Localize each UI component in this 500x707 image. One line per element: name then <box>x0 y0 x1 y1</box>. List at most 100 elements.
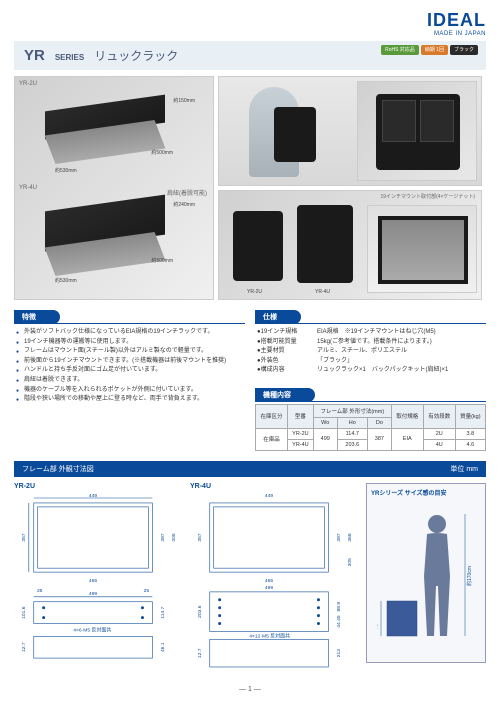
spec-k: ●外装色 <box>257 357 317 367</box>
svg-text:387: 387 <box>336 533 342 541</box>
svg-text:305: 305 <box>171 533 177 541</box>
spec-table: ●19インチ規格EIA規格 ※19インチマウントはねじ穴(M5) ●搭載可能質量… <box>255 324 486 380</box>
feature-item: フレームはマウント面(スチール製)以外はアルミ製なので軽量です。 <box>16 347 243 357</box>
spec-label: 仕様 <box>255 310 301 324</box>
svg-text:4×6·M5 反対面共: 4×6·M5 反対面共 <box>73 626 111 633</box>
features-label: 特徴 <box>14 310 60 324</box>
badge-black: ブラック <box>450 45 478 55</box>
photo-label-4u: YR-4U <box>19 185 37 191</box>
th: 取付規格 <box>391 404 423 428</box>
svg-text:449: 449 <box>89 493 97 499</box>
dim-2: 約500mm <box>151 149 173 156</box>
feature-item: ハンドルと持ち手反対面にゴム足が付いています。 <box>16 366 243 376</box>
size-guide-title: YRシリーズ サイズ感の目安 <box>371 488 481 497</box>
spec-k: ●19インチ規格 <box>257 328 317 338</box>
photo-bags-mounts: 19インチマウント取付部(4×ケージナット) YR-2U YR-4U <box>218 190 482 300</box>
td: 4U <box>423 439 455 450</box>
table-row: 在庫区分 型番 フレーム部 外形寸法(mm) 取付規格 有効段数 質量(kg) <box>256 404 486 417</box>
th: 型番 <box>287 404 313 428</box>
svg-text:213: 213 <box>336 649 342 657</box>
models-label: 機種内容 <box>255 388 315 402</box>
spec-v: リュックラック×1 バックパックキット(肩紐)×1 <box>317 366 448 376</box>
spec-v: 「ブラック」 <box>317 357 353 367</box>
dims-area: YR-2U <box>14 483 486 672</box>
dim-block-2u: YR-2U <box>14 483 182 672</box>
td: 4.6 <box>455 439 485 450</box>
spec-k: ●搭載可能質量 <box>257 338 317 348</box>
dim-title-4u: YR-4U <box>190 483 358 490</box>
svg-text:約170cm: 約170cm <box>466 566 473 586</box>
title-jp: リュックラック <box>94 47 178 64</box>
td: YR-2U <box>287 428 313 439</box>
svg-text:88.9: 88.9 <box>336 602 342 612</box>
table-row: 在庫品 YR-2U 499 114.7 387 EIA 2U 3.8 <box>256 428 486 439</box>
th: 有効段数 <box>423 404 455 428</box>
bag-a: YR-2U <box>247 289 262 295</box>
svg-text:25: 25 <box>37 588 43 594</box>
dim-1: 約150mm <box>173 97 195 104</box>
features-list: 外装がソフトバック仕様になっているEIA規格の19インチラックです。 19インチ… <box>14 324 245 409</box>
svg-text:101.6: 101.6 <box>21 606 27 619</box>
th: 質量(kg) <box>455 404 485 428</box>
svg-text:46.1: 46.1 <box>160 642 166 652</box>
th: Do <box>368 417 392 428</box>
dim-drawing-4u: 449 357 387 465 499 4×12·M5 反対面共 203.6 8… <box>190 492 358 672</box>
td: EIA <box>391 428 423 450</box>
th: 在庫区分 <box>256 404 288 428</box>
svg-text:465: 465 <box>89 578 97 584</box>
photo-note-strap: 肩紐(着脱可能) <box>167 188 207 197</box>
feature-item: 19インチ機器等の運搬等に使用します。 <box>16 338 243 348</box>
model-table: 在庫区分 型番 フレーム部 外形寸法(mm) 取付規格 有効段数 質量(kg) … <box>255 404 486 451</box>
badge-noki: 納期 1回 <box>421 45 448 55</box>
th: フレーム部 外形寸法(mm) <box>313 404 391 417</box>
badges: RoHS 対応品 納期 1回 ブラック <box>381 45 478 55</box>
spec-v: 15kg(ご参考値です。搭載条件によります。) <box>317 338 432 348</box>
td: 203.6 <box>337 439 367 450</box>
bag-b: YR-4U <box>315 289 330 295</box>
photo-grid: YR-2U 肩紐(着脱可能) 約150mm 約500mm 約530mm YR-4… <box>14 76 486 300</box>
silhouette-icon: 約170cm 約530mm <box>377 506 477 656</box>
svg-text:387: 387 <box>160 533 166 541</box>
dims-unit: 単位 mm <box>450 464 478 474</box>
feature-item: 機器のケーブル等を入れられるポケットが外側に付いています。 <box>16 386 243 396</box>
feature-item: 外装がソフトバック仕様になっているEIA規格の19インチラックです。 <box>16 328 243 338</box>
td: YR-4U <box>287 439 313 450</box>
dim-block-4u: YR-4U <box>190 483 358 672</box>
spec-k: ●構成内容 <box>257 366 317 376</box>
spec-v: アルミ、スチール、ポリエステル <box>317 347 407 357</box>
svg-text:25: 25 <box>144 588 150 594</box>
svg-text:499: 499 <box>265 585 273 591</box>
features-col: 特徴 外装がソフトバック仕様になっているEIA規格の19インチラックです。 19… <box>14 302 245 451</box>
brand-sub: MADE IN JAPAN <box>14 31 486 37</box>
spec-head: 仕様 <box>255 310 486 324</box>
photo-person <box>218 76 482 186</box>
spec-col: 仕様 ●19インチ規格EIA規格 ※19インチマウントはねじ穴(M5) ●搭載可… <box>255 302 486 451</box>
td: 2U <box>423 428 455 439</box>
badge-rohs: RoHS 対応品 <box>381 45 419 55</box>
spec-v: EIA規格 ※19インチマウントはねじ穴(M5) <box>317 328 436 338</box>
spec-k: ●主要材質 <box>257 347 317 357</box>
svg-text:203.6: 203.6 <box>197 605 203 618</box>
title-bar: YRSERIES リュックラック RoHS 対応品 納期 1回 ブラック <box>14 41 486 70</box>
svg-text:357: 357 <box>21 533 27 541</box>
svg-text:368: 368 <box>347 533 353 541</box>
dims-title: フレーム部 外観寸法図 <box>22 464 94 474</box>
td: 3.8 <box>455 428 485 439</box>
feature-item: 肩紐は着脱できます。 <box>16 376 243 386</box>
svg-text:357: 357 <box>197 533 203 541</box>
td: 387 <box>368 428 392 450</box>
svg-text:114.7: 114.7 <box>160 606 166 618</box>
brand-block: IDEAL MADE IN JAPAN <box>14 10 486 37</box>
td: 499 <box>313 428 337 450</box>
feature-item: 前後面から19インチマウントできます。(※搭載機器は前後マウントを推奨) <box>16 357 243 367</box>
svg-text:305: 305 <box>347 558 353 566</box>
content-two-col: 特徴 外装がソフトバック仕様になっているEIA規格の19インチラックです。 19… <box>14 302 486 451</box>
dims-head: フレーム部 外観寸法図 単位 mm <box>14 461 486 477</box>
title-yr: YR <box>24 47 45 64</box>
th: Ho <box>337 417 367 428</box>
dim-4: 約240mm <box>173 201 195 208</box>
svg-text:449: 449 <box>265 493 273 499</box>
svg-text:499: 499 <box>89 591 97 597</box>
models-head: 機種内容 <box>255 388 486 402</box>
svg-text:4×12·M5 反対面共: 4×12·M5 反対面共 <box>249 632 290 639</box>
